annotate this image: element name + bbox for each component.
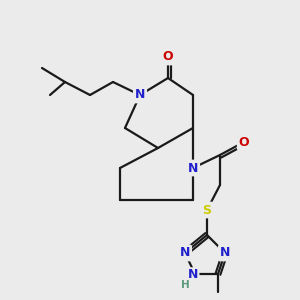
Text: N: N <box>180 247 190 260</box>
Text: S: S <box>202 203 211 217</box>
Text: N: N <box>188 161 198 175</box>
Text: H: H <box>181 280 189 290</box>
Text: N: N <box>220 247 230 260</box>
Text: N: N <box>135 88 145 101</box>
Text: O: O <box>239 136 249 148</box>
Text: N: N <box>188 268 198 281</box>
Text: O: O <box>163 50 173 64</box>
